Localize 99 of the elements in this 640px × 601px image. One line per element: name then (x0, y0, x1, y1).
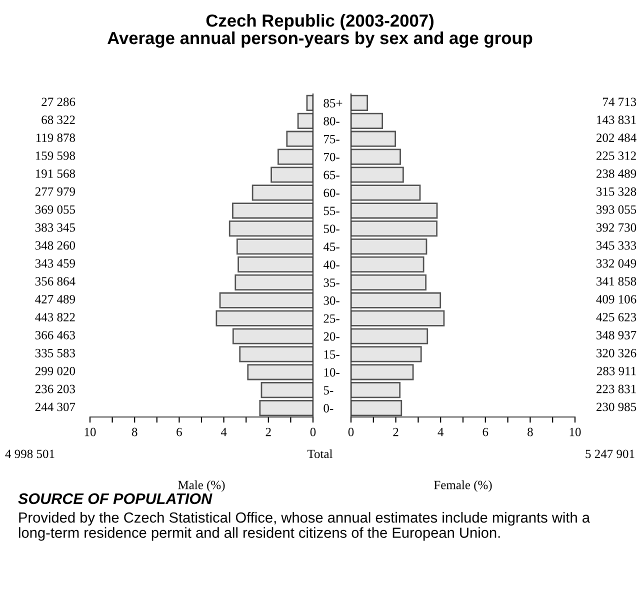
x-tick-label: 2 (393, 428, 398, 436)
text: 443 822 (35, 313, 75, 322)
x-tick-label: 0 (348, 428, 354, 436)
text: 191 568 (36, 169, 76, 178)
text: 202 484 (596, 134, 636, 142)
text: Provided by the Czech Statistical Office, whose annual estimates include migrants with a long-term residence permit and all resident citizens of the European Union. (18, 512, 590, 541)
source-note: SOURCE OF POPULATION (18, 493, 212, 504)
bar (232, 202, 313, 219)
text: 68 322 (42, 116, 75, 124)
x-tick-label: 0 (310, 428, 316, 436)
text: 5 247 901 (586, 450, 634, 458)
x-tick-label: 6 (482, 428, 488, 436)
x-tick-label: 4 (438, 428, 444, 436)
bar (351, 382, 401, 398)
text: 409 106 (596, 295, 636, 304)
y-tick-label: 30- (324, 296, 340, 305)
bar (247, 364, 313, 380)
bar (260, 382, 313, 398)
text: 393 055 (596, 205, 636, 214)
text: 143 831 (597, 116, 636, 124)
x-tick-label: 6 (176, 428, 182, 436)
chart-subtitle: Average annual person-years by sex and age group (108, 31, 532, 48)
bar (351, 130, 396, 147)
text: 332 049 (596, 259, 636, 268)
text: 335 583 (35, 348, 76, 358)
y-tick-label: 80- (324, 116, 340, 126)
y-tick-label: 70- (324, 152, 340, 162)
text: Total (307, 449, 332, 458)
text: 343 459 (35, 259, 75, 268)
text: 348 937 (596, 330, 636, 340)
text: 383 345 (35, 223, 76, 232)
bar (351, 292, 442, 308)
text: 119 878 (36, 134, 76, 142)
y-tick-label: 85+ (324, 98, 342, 108)
text: 236 203 (35, 384, 76, 394)
bar (238, 256, 313, 273)
x-tick-label: 2 (266, 428, 271, 436)
bar (351, 220, 438, 237)
x-tick-label: 8 (528, 428, 533, 436)
text: 366 463 (35, 330, 76, 340)
bar (219, 292, 313, 308)
x-tick-label: 10 (84, 428, 96, 436)
text: 348 260 (35, 241, 76, 250)
y-tick-label: 15- (324, 350, 340, 359)
chart-title: Czech Republic (2003-2007) (206, 14, 434, 30)
bar (351, 94, 368, 112)
bar (297, 112, 313, 129)
y-tick-label: 65- (324, 170, 340, 180)
text: 356 864 (35, 277, 76, 286)
y-tick-label: 20- (324, 332, 340, 341)
y-tick-label: 10- (324, 368, 340, 377)
text: 74 713 (603, 98, 636, 106)
text: 225 312 (596, 152, 636, 160)
text: 283 911 (596, 366, 636, 376)
y-tick-label: 75- (324, 135, 340, 144)
text: 4 998 501 (5, 450, 54, 458)
text: 159 598 (36, 152, 76, 160)
bar (351, 256, 424, 273)
text: 223 831 (596, 384, 636, 394)
bar (351, 202, 438, 219)
bar (306, 94, 313, 112)
x-tick-label: 10 (570, 428, 581, 436)
bar (351, 400, 402, 416)
bar (351, 274, 427, 290)
x-tick-label: 4 (220, 428, 227, 436)
text: 345 333 (596, 241, 636, 250)
x-tick-label: 8 (132, 428, 138, 436)
text: 392 730 (596, 223, 636, 232)
x-axis-title: Female (%) (434, 480, 492, 492)
y-tick-label: 50- (324, 224, 340, 234)
y-tick-label: 60- (324, 188, 340, 198)
x-axis-title: Male (%) (178, 480, 225, 492)
text: 341 858 (596, 277, 636, 286)
text: 369 055 (35, 205, 76, 214)
text: 238 489 (596, 169, 636, 178)
text: 299 020 (35, 366, 76, 376)
bar (236, 238, 313, 255)
text: 425 623 (596, 313, 636, 322)
y-tick-label: 40- (323, 260, 340, 269)
y-tick-label: 55- (324, 206, 340, 216)
text: 277 979 (35, 187, 75, 196)
bar (351, 238, 428, 255)
y-tick-label: 45- (323, 242, 340, 251)
bar (234, 274, 313, 290)
bar (351, 112, 384, 129)
text: 230 985 (596, 402, 636, 412)
y-tick-label: 35- (324, 278, 340, 287)
bar (351, 364, 414, 380)
y-tick-label: 0- (324, 404, 334, 412)
text: 27 286 (42, 98, 76, 106)
text: 315 328 (596, 187, 636, 196)
bar (286, 130, 313, 147)
text: 244 307 (35, 402, 76, 412)
y-tick-label: 25- (324, 314, 340, 323)
text: 320 326 (596, 348, 636, 358)
y-tick-label: 5- (324, 386, 334, 395)
text: 427 489 (35, 295, 75, 304)
bar (228, 220, 313, 237)
bar (259, 400, 313, 416)
